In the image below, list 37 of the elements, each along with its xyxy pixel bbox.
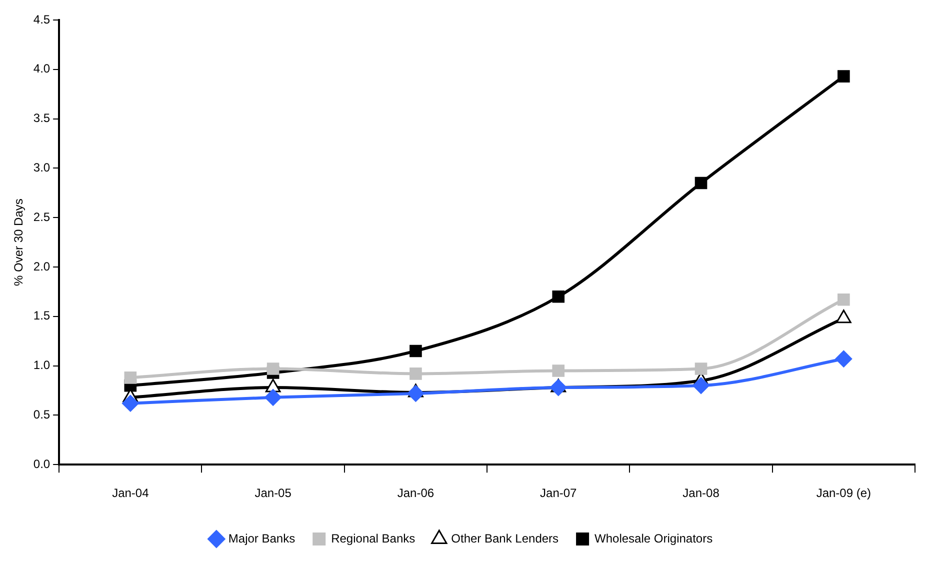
point [552, 364, 565, 377]
legend-label: Major Banks [228, 531, 296, 546]
y-tick-label: 1.0 [33, 358, 50, 372]
point [692, 377, 710, 394]
legend-label: Wholesale Originators [594, 531, 713, 546]
legend-label: Regional Banks [331, 531, 416, 546]
y-tick-label: 0.0 [33, 456, 50, 471]
y-tick-label: 3.0 [33, 160, 50, 175]
x-tick-label: Jan-05 [254, 486, 292, 500]
x-tick-label: Jan-04 [112, 486, 150, 500]
y-tick-label: 2.5 [33, 210, 50, 224]
point [694, 362, 708, 375]
point [266, 362, 280, 375]
x-tick-label: Jan-09 (e) [816, 486, 872, 500]
point [694, 176, 708, 190]
point [410, 344, 422, 358]
point [552, 290, 565, 303]
point [124, 372, 137, 384]
legend-label: Other Bank Lenders [451, 531, 559, 546]
x-tick-label: Jan-06 [397, 486, 434, 500]
y-tick-label: 1.5 [33, 308, 50, 323]
x-tick-label: Jan-07 [540, 486, 578, 500]
point [835, 350, 852, 368]
y-axis-title: % Over 30 Days [12, 198, 26, 286]
y-tick-label: 4.0 [33, 62, 50, 76]
point [838, 70, 850, 82]
point [264, 388, 282, 406]
point [838, 293, 850, 306]
y-tick-label: 3.5 [33, 111, 50, 126]
y-tick-label: 2.0 [33, 259, 50, 274]
point [407, 384, 424, 402]
point [122, 394, 139, 412]
y-tick-label: 4.5 [33, 12, 50, 26]
x-tick-label: Jan-08 [682, 486, 720, 500]
point [550, 379, 567, 396]
y-tick-label: 0.5 [33, 408, 50, 422]
point [410, 368, 422, 380]
